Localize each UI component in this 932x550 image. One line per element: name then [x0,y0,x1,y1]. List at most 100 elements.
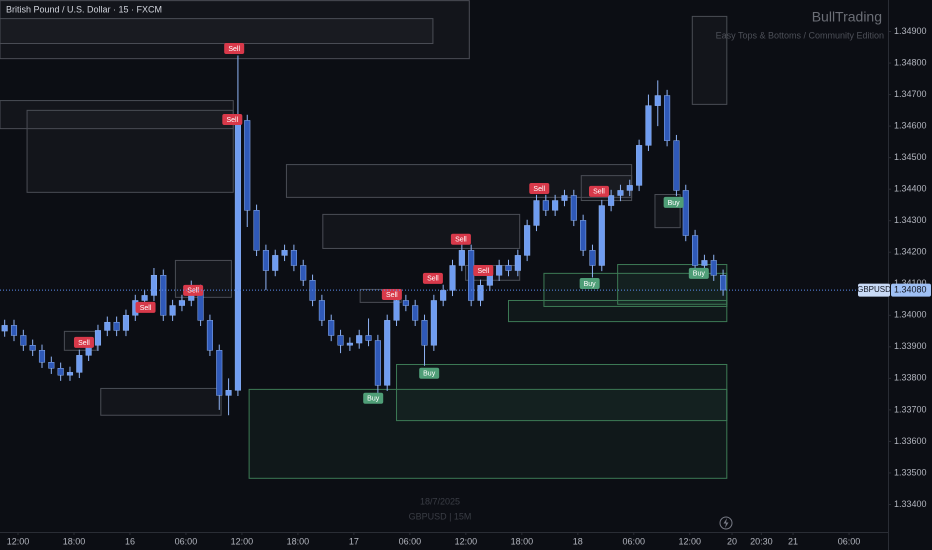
candle-body [10,325,18,336]
last-price: GBPUSD 1.34080 [857,283,931,297]
signal-badge [663,196,684,208]
date-watermark: 18/7/2025 [420,496,460,506]
candle-body [216,350,223,396]
candle-body [664,95,671,141]
zone [100,387,222,416]
candle-body [290,250,297,266]
candle-body [20,335,27,346]
y-tick-label: 1.33700 [894,404,927,414]
zone [691,15,728,105]
candle-body [430,300,437,346]
signal-badge [135,301,156,313]
candle-body [505,265,512,271]
candle-body [701,260,708,266]
signal-badge [422,272,443,284]
candle-body [468,250,475,301]
candle-body [384,320,391,386]
zone [396,363,728,422]
candle-body [496,265,503,276]
signal: Sell [183,284,204,296]
signal-label: Sell [477,268,489,275]
y-tick-label: 1.33500 [894,467,927,477]
lightning-icon [719,516,733,530]
candle-body [673,140,680,191]
candle-body [48,362,55,369]
chart-title: British Pound / U.S. Dollar · 15 · FXCM [6,4,162,14]
y-tick-label: 1.34200 [894,247,927,257]
candle-body [570,195,577,221]
watermark-subtitle: Easy Tops & Bottoms / Community Edition [716,30,884,40]
candle-body [626,185,633,191]
candle-body [692,235,699,266]
signal-label: Sell [228,46,240,53]
y-tick-label: 1.33800 [894,373,927,383]
signal-label: Sell [386,292,398,299]
y-tick-label: 1.34800 [894,57,927,67]
signal-label: Sell [455,237,467,244]
watermark-title: BullTrading [812,9,882,25]
candle-body [477,285,484,301]
candle-body [608,195,615,206]
candle-body [94,330,102,346]
signal-badge [381,288,402,300]
candle-body [645,105,652,146]
x-tick-label: 12:00 [231,536,254,546]
signal: Sell [224,43,245,55]
signal-badge [450,233,471,245]
signal: Sell [473,265,494,277]
y-tick-label: 1.34700 [894,89,927,99]
candle-body [346,342,353,346]
candle-body [486,275,493,286]
candle-body [206,320,213,351]
candle-body [328,320,335,336]
candle-body [300,265,307,281]
x-tick-label: 20:30 [750,536,773,546]
x-tick-label: 18:00 [287,536,310,546]
candle-body [402,300,409,306]
candle-body [244,120,251,211]
signal: Buy [663,196,684,208]
zone [248,388,728,479]
candle-body [141,295,148,301]
y-tick-label: 1.34300 [894,215,927,225]
axes: 1.34900 1.34800 1.34700 1.34600 1.34500 1.344… [7,26,927,546]
icon-circle [719,516,733,530]
x-tick-label: 12:00 [455,536,478,546]
candle-body [374,340,381,386]
candle-body [440,290,447,301]
candle-body [66,372,74,376]
candle-body [421,320,428,346]
plot-area: Sell Sell Sell Sell Sell Sell Sell Sell Sell Sell… [0,0,888,479]
signal-label: Sell [226,117,238,124]
signal: Sell [529,183,550,195]
candle-body [710,260,717,276]
symbol-badge [858,283,890,297]
zone [0,100,234,130]
signal: Buy [688,267,709,279]
candle-body [318,300,325,321]
zone [322,213,521,249]
candle-body [356,335,363,344]
y-tick-label: 1.34500 [894,152,927,162]
signal-badge [588,185,609,197]
candle-body [589,250,596,266]
candle-body [514,255,521,271]
y-tick-label: 1.34600 [894,120,927,130]
x-tick-label: 12:00 [679,536,702,546]
candle-body [561,195,568,201]
signal-badge [688,267,709,279]
candle-body [113,321,120,331]
zone [26,109,234,193]
x-tick-label: 06:00 [175,536,198,546]
x-tick-label: 16 [125,536,135,546]
candle-body [225,390,232,396]
zone [285,164,633,198]
candle-body [720,275,727,291]
signal-label: Buy [423,371,436,378]
x-tick-label: 18:00 [511,536,534,546]
x-tick-label: 12:00 [7,536,30,546]
zone [617,264,728,305]
candle-body [281,250,288,256]
signal: Sell [381,288,402,300]
